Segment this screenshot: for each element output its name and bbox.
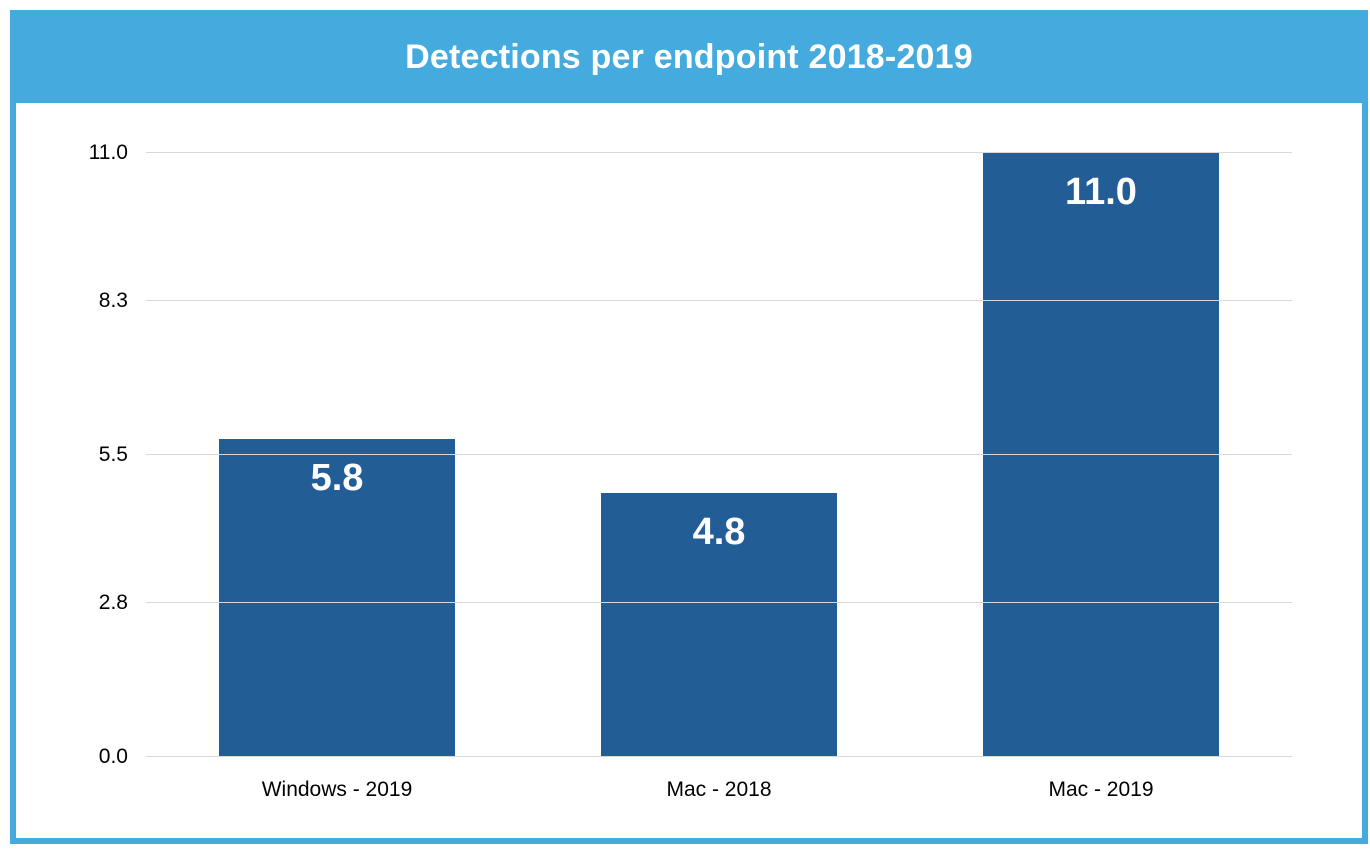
bar: 5.8 xyxy=(219,439,456,757)
bar-value-label: 5.8 xyxy=(311,457,364,500)
y-tick-label: 8.3 xyxy=(99,289,146,313)
bar-slot: 5.8 xyxy=(146,153,528,757)
bar-slot: 4.8 xyxy=(528,153,910,757)
y-tick-label: 2.8 xyxy=(99,591,146,615)
gridline xyxy=(146,454,1292,455)
x-axis-labels: Windows - 2019Mac - 2018Mac - 2019 xyxy=(146,762,1292,817)
bar-value-label: 11.0 xyxy=(1065,171,1137,214)
bar-slot: 11.0 xyxy=(910,153,1292,757)
x-axis-label: Windows - 2019 xyxy=(146,762,528,817)
y-tick-label: 5.5 xyxy=(99,443,146,467)
bar: 11.0 xyxy=(983,153,1220,757)
x-axis-label: Mac - 2018 xyxy=(528,762,910,817)
chart-title: Detections per endpoint 2018-2019 xyxy=(16,16,1362,103)
chart-container: Detections per endpoint 2018-2019 5.8 4.8… xyxy=(10,10,1368,844)
gridline xyxy=(146,152,1292,153)
gridline xyxy=(146,300,1292,301)
gridline xyxy=(146,756,1292,757)
plot-wrapper: 5.8 4.8 11.0 0.0 2.8 5.5 8.3 11.0 Windows - 20… xyxy=(56,143,1322,817)
chart-body: 5.8 4.8 11.0 0.0 2.8 5.5 8.3 11.0 Windows - 20… xyxy=(16,103,1362,837)
plot-area: 5.84.811.0 0.02.85.58.311.0 xyxy=(146,153,1292,757)
bar: 4.8 xyxy=(601,493,838,757)
y-tick-label: 11.0 xyxy=(89,141,146,165)
bars-row: 5.8 4.8 11.0 xyxy=(146,153,1292,757)
gridline xyxy=(146,602,1292,603)
x-axis-label: Mac - 2019 xyxy=(910,762,1292,817)
bar-value-label: 4.8 xyxy=(693,511,746,554)
y-tick-label: 0.0 xyxy=(99,745,146,769)
